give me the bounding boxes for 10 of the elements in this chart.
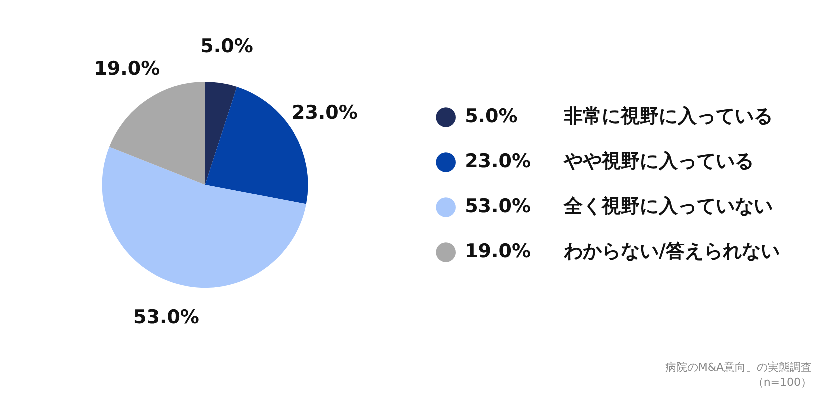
- legend-label: 23.0% やや視野に入っている: [465, 150, 754, 172]
- legend-label: 5.0% 非常に視野に入っている: [465, 105, 774, 128]
- text: （n=100）: [752, 375, 812, 390]
- data-label: 23.0%: [292, 102, 358, 124]
- text: 「病院のM&A意向」の実態調査: [654, 360, 812, 375]
- data-label: 19.0%: [94, 58, 160, 80]
- data-label: 53.0%: [134, 306, 200, 328]
- legend-label: 53.0% 全く視野に入っていない: [465, 195, 774, 218]
- legend-label: 19.0% わからない/答えられない: [465, 240, 780, 262]
- data-label: 5.0%: [200, 36, 254, 58]
